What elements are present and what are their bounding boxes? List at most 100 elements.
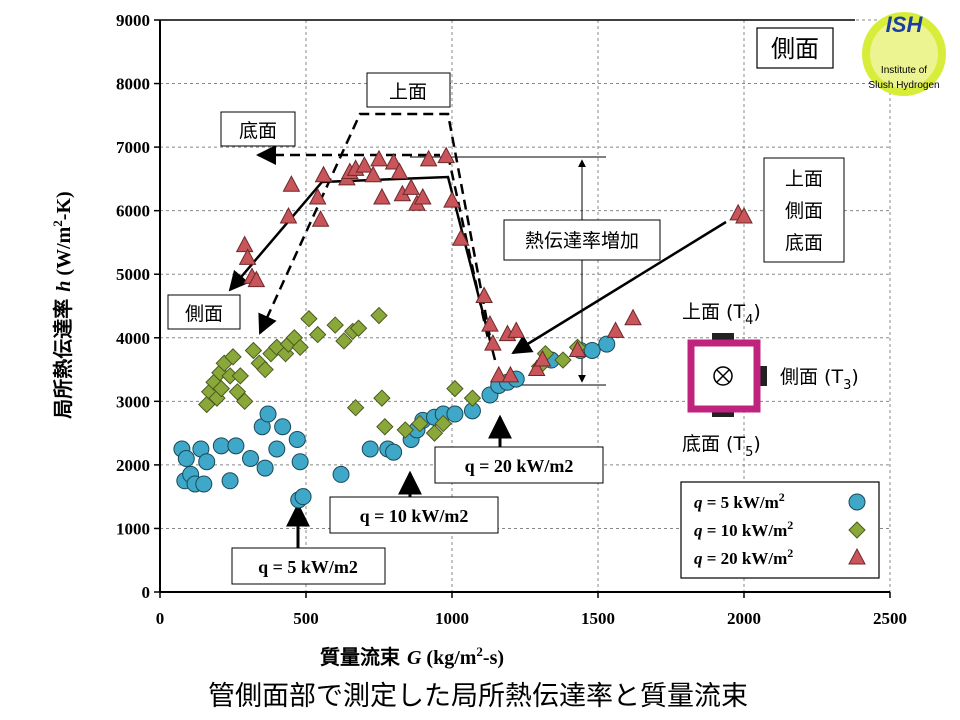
triangle-point <box>311 210 330 227</box>
triangle-point <box>451 229 470 246</box>
top-surface-trend <box>258 112 494 349</box>
diamond-point <box>256 360 274 379</box>
triangle-point <box>314 165 333 183</box>
multi-label-2: 側面 <box>785 200 823 222</box>
diamond-point <box>376 418 394 436</box>
circle-point <box>274 418 292 436</box>
y-tick-label: 6000 <box>116 202 150 221</box>
legend-marker-q20 <box>848 547 866 565</box>
triangle-point <box>279 206 298 224</box>
y-tick-label: 4000 <box>116 329 150 348</box>
circle-point <box>221 472 239 490</box>
diamond-point <box>308 325 327 344</box>
triangle-point <box>443 191 461 208</box>
trend-arrows <box>228 112 727 548</box>
triangle-point <box>437 146 455 164</box>
triangle-point <box>370 149 388 167</box>
circle-point <box>446 405 464 423</box>
y-axis-title: 局所熱伝達率 h (W/m2-K) <box>50 191 75 419</box>
diamond-point <box>326 316 344 334</box>
y-tick-label: 8000 <box>116 75 150 94</box>
x-tick-label: 1000 <box>435 609 469 628</box>
triangle-point <box>533 349 552 367</box>
multi-label-1: 上面 <box>785 168 823 190</box>
triangle-point <box>238 248 257 265</box>
legend-marker-q5 <box>848 493 866 511</box>
circle-point <box>177 450 195 468</box>
sensor-bottom-label: 底面 (T5) <box>682 433 761 460</box>
legend-label-q5: q = 5 kW/m2 <box>694 490 785 512</box>
diamond-point <box>212 379 231 398</box>
circle-point <box>291 453 309 471</box>
q5-label: q = 5 kW/m2 <box>258 557 358 577</box>
triangle-point <box>419 149 438 167</box>
diamond-point <box>335 332 353 350</box>
svg-text:Institute of: Institute of <box>881 65 927 76</box>
circle-point <box>212 437 230 455</box>
sensor-top-label: 上面 (T4) <box>682 301 761 328</box>
increase-label-box <box>503 219 661 261</box>
legend: q = 5 kW/m2 q = 10 kW/m2 q = 20 kW/m2 <box>680 481 880 579</box>
triangle-point <box>402 178 420 195</box>
diamond-point <box>463 389 482 407</box>
y-tick-label: 3000 <box>116 392 150 411</box>
triangle-point <box>390 162 409 180</box>
circle-point <box>598 335 616 353</box>
y-tick-label: 1000 <box>116 519 150 538</box>
triangle-point <box>489 365 508 383</box>
x-tick-label: 500 <box>293 609 319 628</box>
x-tick-label: 2000 <box>727 609 761 628</box>
side-trend-arrow <box>228 175 497 361</box>
q20-label: q = 20 kW/m2 <box>465 456 574 476</box>
chart-title-box <box>756 27 834 69</box>
triangle-point <box>355 156 374 173</box>
circle-point <box>288 430 306 448</box>
ish-logo: ISH Institute of Slush Hydrogen <box>862 12 946 96</box>
y-tick-label: 9000 <box>116 11 150 30</box>
x-tick-label: 2500 <box>873 609 907 628</box>
circle-point <box>256 459 274 477</box>
diamond-point <box>346 398 365 417</box>
diamond-point <box>228 383 247 401</box>
triangle-point <box>568 340 587 357</box>
svg-text:ISH: ISH <box>886 12 924 37</box>
circle-point <box>198 453 216 471</box>
tick-labels: 0 500 1000 1500 2000 2500 0 1000 2000 3000 4000 500… <box>116 11 907 628</box>
triangle-point <box>507 321 526 338</box>
legend-marker-q10 <box>848 521 866 539</box>
circle-point <box>332 465 350 483</box>
diamond-point <box>370 306 388 325</box>
diamond-point <box>446 379 464 398</box>
triangle-point <box>282 175 301 192</box>
tube-wall <box>687 339 761 413</box>
circle-point <box>242 450 260 468</box>
diamond-point <box>224 348 242 366</box>
circle-point <box>259 405 277 423</box>
triangle-point <box>413 187 432 205</box>
triangle-point <box>527 359 546 377</box>
diamond-point <box>235 392 254 411</box>
diamond-point <box>396 421 414 439</box>
triangle-point <box>364 165 382 183</box>
q20-label-box <box>434 446 604 484</box>
legend-label-q20: q = 20 kW/m2 <box>694 546 793 568</box>
triangle-point <box>308 187 327 205</box>
increase-label: 熱伝達率増加 <box>525 230 639 252</box>
multi-arrow <box>511 220 727 355</box>
svg-text:Slush Hydrogen: Slush Hydrogen <box>868 80 939 91</box>
triangle-point <box>624 308 642 326</box>
q10-label-box <box>329 496 499 534</box>
diamond-point <box>373 389 391 407</box>
y-tick-label: 0 <box>142 583 151 602</box>
sensor-side-label: 側面 (T3) <box>780 366 859 393</box>
slide-caption: 管側面部で測定した局所熱伝達率と質量流束 <box>208 681 748 712</box>
circle-point <box>268 440 286 458</box>
x-tick-label: 1500 <box>581 609 615 628</box>
bottom-label-box <box>220 111 296 147</box>
diamond-point <box>425 424 444 442</box>
triangle-point <box>247 270 266 288</box>
diamond-point <box>291 338 309 357</box>
circle-point <box>294 488 312 506</box>
triangle-point <box>735 206 753 224</box>
diamond-point <box>434 414 452 433</box>
